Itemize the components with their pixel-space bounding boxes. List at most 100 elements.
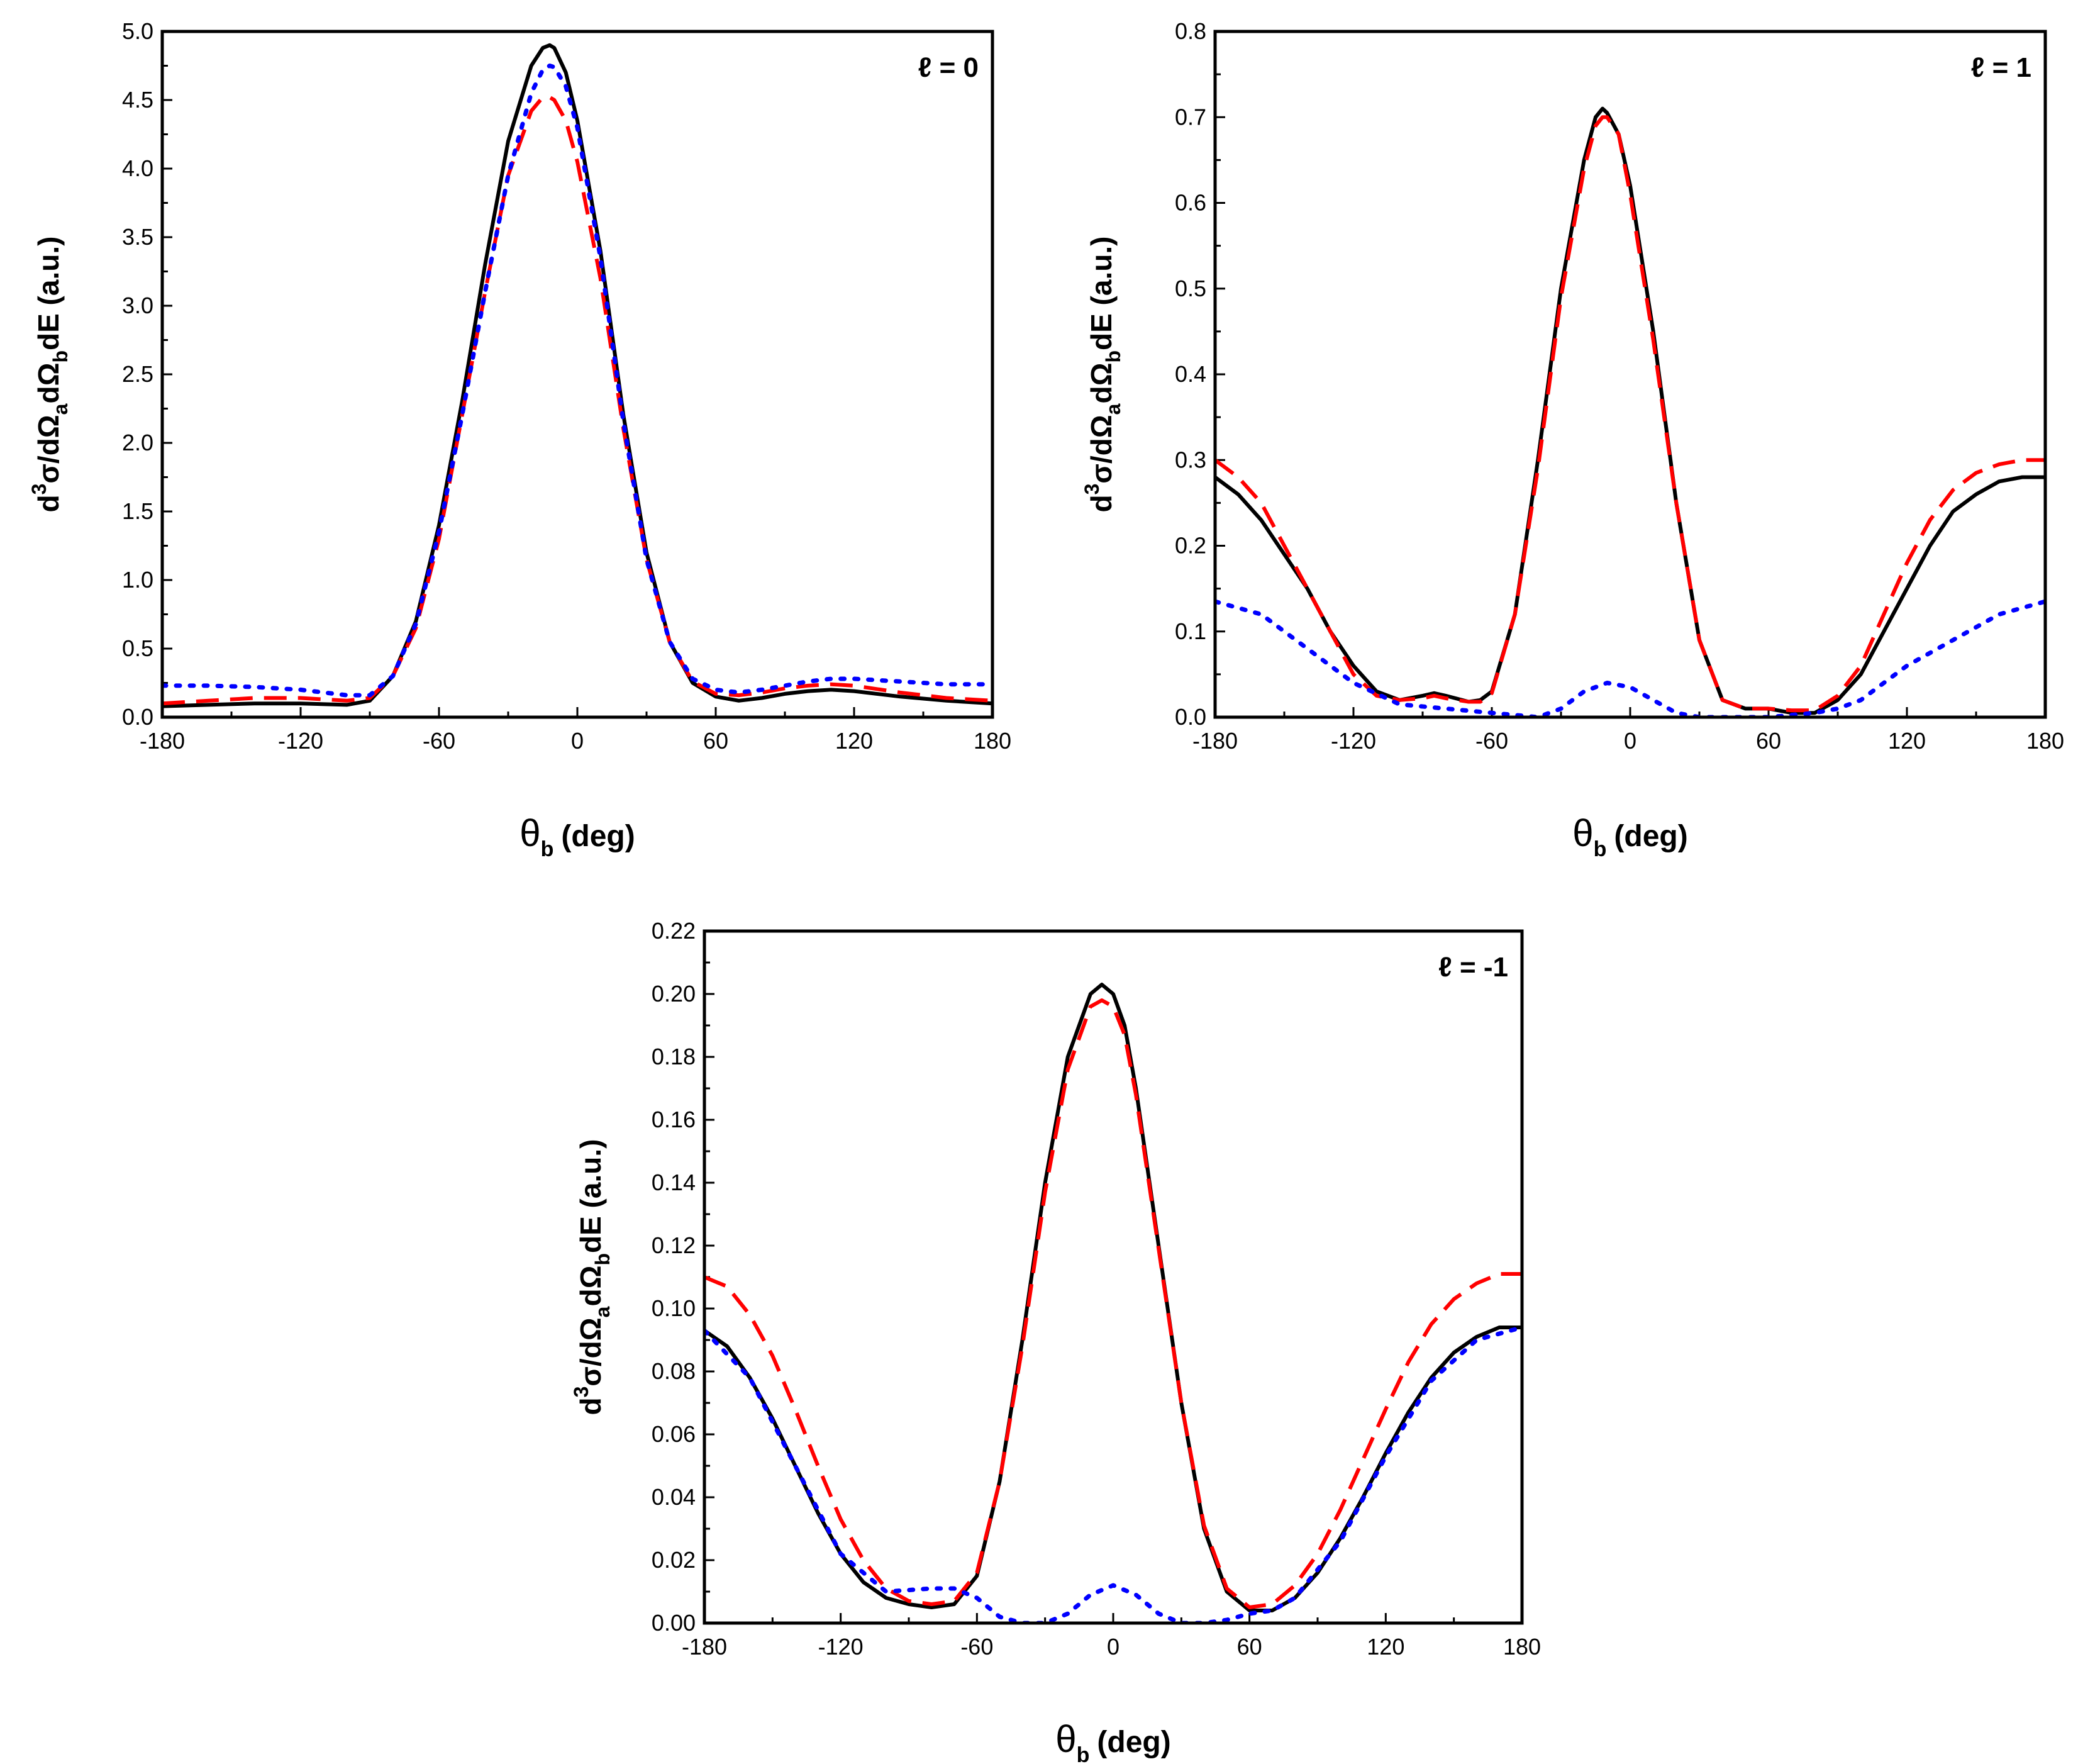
y-axis-label: d3σ/dΩadΩbdE (a.u.) [1081,237,1125,513]
series-line-solid [1215,106,2045,715]
panel-label: ℓ = 1 [1971,52,2031,83]
x-axis-label: θb (deg) [1572,812,1687,861]
x-tick-label: 60 [703,728,728,754]
y-tick-label: 3.5 [122,224,153,250]
x-axis-label: θb (deg) [519,812,635,861]
x-tick-label: -180 [682,1634,727,1660]
y-label-part: dE (a.u.) [32,237,65,350]
x-label-symbol: θ [1055,1718,1076,1760]
series-line-solid [162,43,992,708]
y-tick-label: 2.0 [122,430,153,455]
y-axis-label: d3σ/dΩadΩbdE (a.u.) [28,237,72,513]
y-tick-label: 4.0 [122,155,153,181]
y-tick-label: 0.14 [652,1169,696,1195]
x-tick-label: -120 [1331,728,1376,754]
x-tick-label: -180 [1192,728,1238,754]
x-tick-label: 60 [1237,1634,1262,1660]
y-label-part: d [1085,494,1118,512]
x-label-unit: (deg) [1614,820,1687,853]
y-tick-label: 0.4 [1175,361,1206,387]
y-tick-label: 0.06 [652,1421,696,1447]
y-tick-label: 0.2 [1175,533,1206,559]
y-label-part: σ/dΩ [1085,415,1118,483]
y-tick-label: 0.04 [652,1484,696,1510]
y-label-part: 3 [28,484,50,495]
x-tick-label: -60 [960,1634,993,1660]
x-tick-label: -60 [1475,728,1508,754]
x-tick-label: -120 [818,1634,864,1660]
chart-panel-3: -180 -120 -60 0 60 120 180 0.00 0.02 0.04 0.06 0.08… [570,918,1541,1764]
x-tick-label: 180 [1503,1634,1541,1660]
y-tick-label: 0.7 [1175,104,1206,130]
y-tick-label: 0.00 [652,1610,696,1636]
y-label-part: dΩ [32,363,65,404]
y-tick-label: 0.1 [1175,618,1206,644]
y-label-part: a [591,1306,614,1317]
x-tick-label: 120 [835,728,873,754]
y-label-part: σ/dΩ [32,415,65,483]
y-tick-label: 0.22 [652,918,696,944]
x-axis-label: θb (deg) [1055,1718,1170,1764]
series-line-solid [704,983,1522,1612]
series-line-dotted [1215,599,2045,717]
y-label-part: a [49,403,72,415]
y-axis-label: d3σ/dΩadΩbdE (a.u.) [570,1139,614,1415]
y-tick-label: 0.08 [652,1358,696,1384]
x-tick-label: -180 [140,728,185,754]
y-tick-label: 1.5 [122,498,153,524]
y-tick-label: 0.3 [1175,447,1206,472]
y-tick-label: 0.6 [1175,190,1206,216]
y-tick-label: 0.0 [1175,704,1206,730]
y-tick-label: 0.5 [122,635,153,661]
panel-label: ℓ = 0 [918,52,979,83]
y-label-part: 3 [1081,484,1103,495]
y-label-part: a [1102,403,1125,415]
x-tick-label: 180 [974,728,1011,754]
series-line-dashed [704,998,1522,1609]
x-label-symbol: θ [1572,812,1593,854]
x-tick-label: -120 [278,728,323,754]
y-label-part: dΩ [1085,363,1118,404]
plot-frame [1213,30,2047,719]
x-label-symbol: θ [519,812,540,854]
y-tick-label: 1.0 [122,567,153,593]
series-line-dashed [1215,115,2045,713]
y-tick-label: 0.5 [1175,276,1206,301]
x-label-subscript: b [541,837,554,861]
y-label-part: d [574,1397,607,1415]
y-label-part: σ/dΩ [574,1317,607,1386]
x-tick-label: -60 [423,728,455,754]
x-tick-label: 120 [1367,1634,1404,1660]
x-tick-label: 60 [1756,728,1781,754]
y-tick-label: 3.0 [122,293,153,318]
y-tick-label: 0.20 [652,981,696,1007]
y-tick-label: 0.18 [652,1044,696,1069]
x-label-unit: (deg) [1097,1726,1170,1759]
plot-frame [703,929,1524,1625]
y-tick-label: 0.0 [122,704,153,730]
y-tick-label: 4.5 [122,87,153,113]
x-label-subscript: b [1077,1743,1090,1764]
y-label-part: b [591,1253,614,1266]
series-line-dashed [162,95,992,706]
x-tick-label: 0 [1107,1634,1119,1660]
series-line-dotted [162,64,992,698]
y-tick-label: 0.12 [652,1232,696,1258]
y-tick-label: 5.0 [122,18,153,44]
y-tick-label: 0.02 [652,1547,696,1573]
y-label-part: dΩ [574,1266,607,1307]
y-tick-label: 0.10 [652,1295,696,1321]
y-tick-label: 2.5 [122,361,153,387]
y-label-part: 3 [570,1387,592,1398]
y-label-part: b [1102,350,1125,363]
y-tick-label: 0.16 [652,1107,696,1132]
x-tick-label: 0 [1624,728,1636,754]
x-label-subscript: b [1594,837,1607,861]
x-tick-label: 120 [1888,728,1926,754]
x-tick-label: 0 [571,728,584,754]
y-label-part: d [32,494,65,512]
y-label-part: dE (a.u.) [1085,237,1118,350]
chart-panel-2: -180 -120 -60 0 60 120 180 0.0 0.1 0.2 0.3 0.4 0.5 0.… [1081,18,2064,861]
x-tick-label: 180 [2026,728,2064,754]
